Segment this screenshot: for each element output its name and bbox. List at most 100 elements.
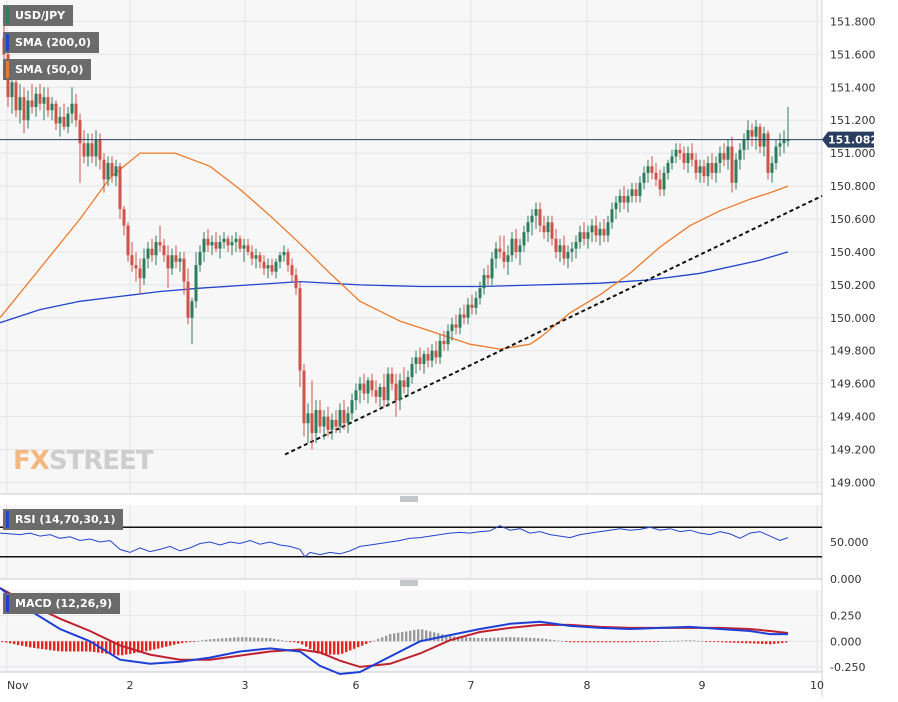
macd-histogram-bar [653, 641, 656, 643]
macd-histogram-bar [573, 641, 576, 643]
candle-body [138, 268, 142, 279]
candle [142, 248, 146, 285]
macd-histogram-bar [741, 641, 744, 644]
candle [18, 83, 22, 124]
macd-color-bar [6, 595, 9, 612]
macd-tag[interactable]: MACD (12,26,9) [3, 593, 121, 614]
candle-body [258, 255, 262, 262]
candle [678, 143, 682, 160]
candle [422, 350, 426, 374]
candle-body [734, 159, 738, 183]
symbol-tag[interactable]: USD/JPY [3, 5, 74, 26]
rsi-tag[interactable]: RSI (14,70,30,1) [3, 509, 124, 530]
candle [138, 258, 142, 295]
candle [150, 238, 154, 262]
candle-body [690, 153, 694, 160]
candle [218, 235, 222, 259]
macd-histogram-bar [117, 641, 120, 656]
candle-body [174, 255, 178, 262]
candle-body [130, 255, 134, 266]
macd-histogram-bar [333, 641, 336, 655]
candle [278, 251, 282, 269]
macd-histogram-bar [585, 641, 588, 643]
candle [694, 153, 698, 180]
macd-histogram-bar [513, 637, 516, 642]
candle-body [726, 146, 730, 160]
candle [90, 133, 94, 164]
candle [154, 235, 158, 266]
macd-histogram-bar [137, 641, 140, 653]
macd-histogram-bar [469, 637, 472, 642]
candle-body [486, 274, 490, 279]
macd-histogram-bar [749, 641, 752, 644]
candle [386, 367, 390, 407]
macd-histogram-bar [477, 638, 480, 642]
candle [50, 97, 54, 121]
macd-histogram-bar [593, 641, 596, 643]
candle-body [686, 153, 690, 164]
candle-body [770, 163, 774, 173]
candle-body [474, 298, 478, 308]
candle [526, 215, 530, 243]
candle [654, 163, 658, 187]
candle [166, 245, 170, 289]
candle [578, 225, 582, 249]
candle [602, 219, 606, 243]
candle [30, 83, 34, 114]
candle [246, 238, 250, 256]
candle-body [562, 245, 566, 259]
candle-body [226, 238, 230, 246]
candle-body [326, 416, 330, 430]
price-tick-label: 151.400 [830, 81, 876, 94]
candle-body [98, 139, 102, 160]
macd-histogram-bar [417, 629, 420, 642]
candle [742, 133, 746, 160]
candle-body [274, 261, 278, 272]
last-price-tag [822, 131, 874, 148]
candle-body [622, 195, 626, 203]
macd-histogram-bar [481, 638, 484, 642]
sma50-tag[interactable]: SMA (50,0) [3, 59, 92, 80]
macd-histogram-bar [133, 641, 136, 654]
macd-histogram-bar [625, 641, 628, 643]
macd-histogram-bar [105, 641, 108, 654]
candle-body [574, 242, 578, 249]
candle [594, 215, 598, 243]
candle [514, 228, 518, 259]
macd-histogram-bar [713, 641, 716, 643]
macd-histogram-bar [433, 632, 436, 642]
candle [470, 294, 474, 315]
macd-histogram-bar [613, 641, 616, 643]
price-tick-label: 151.000 [830, 147, 876, 160]
candle-body [238, 238, 242, 249]
candle [110, 156, 114, 183]
candle [230, 235, 234, 256]
candle-body [302, 370, 306, 424]
macd-histogram-bar [709, 641, 712, 643]
candle [118, 163, 122, 220]
candle [626, 189, 630, 213]
candle-body [526, 222, 530, 233]
macd-histogram-bar [209, 639, 212, 642]
macd-histogram-bar [185, 641, 188, 643]
macd-histogram-bar [357, 641, 360, 648]
macd-histogram-bar [341, 641, 344, 654]
macd-histogram-bar [685, 640, 688, 642]
candle [310, 380, 314, 450]
candle-body [158, 242, 162, 246]
candle-body [386, 373, 390, 401]
candle-body [410, 363, 414, 378]
candle [122, 205, 126, 236]
macd-histogram-bar [189, 641, 192, 643]
candle-body [658, 179, 662, 190]
macd-histogram-bar [73, 641, 76, 652]
candle [22, 87, 26, 134]
candle [82, 130, 86, 164]
candle-body [234, 238, 238, 243]
candle-body [626, 195, 630, 203]
macd-histogram-bar [345, 641, 348, 653]
candle-body [262, 261, 266, 269]
sma200-tag[interactable]: SMA (200,0) [3, 32, 100, 53]
macd-histogram-bar [529, 637, 532, 642]
candle [222, 232, 226, 249]
